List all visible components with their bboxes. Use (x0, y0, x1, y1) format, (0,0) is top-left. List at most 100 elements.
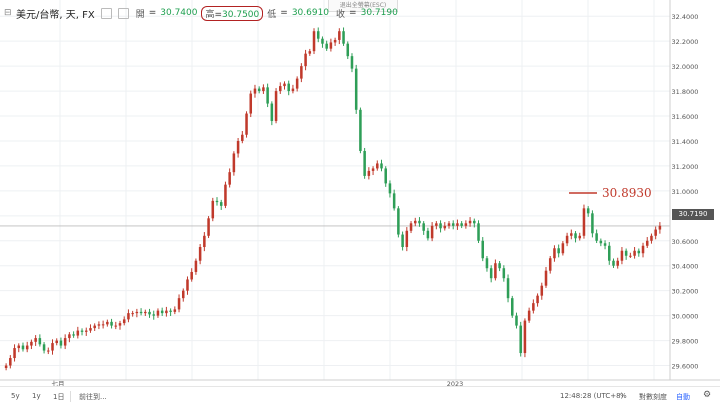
y-tick-label: 32.0000 (672, 63, 699, 71)
range-1d-button[interactable]: 1日 (53, 393, 65, 401)
candle-body (540, 285, 544, 296)
candle-body (232, 153, 236, 173)
candle-body (418, 220, 421, 224)
candle-body (207, 218, 210, 236)
candle-body (460, 223, 463, 226)
candle-body (481, 240, 485, 259)
candle-body (156, 310, 160, 316)
candle-body (287, 83, 290, 92)
y-tick-label: 30.6000 (672, 238, 699, 246)
candle-body (127, 313, 130, 320)
candle-body (249, 93, 253, 114)
collapse-icon[interactable]: ⊟ (4, 8, 12, 18)
close-equals: = (349, 8, 357, 18)
candle-body (329, 42, 333, 49)
candle-body (55, 340, 58, 344)
high-label: 高 (205, 9, 215, 20)
candle-body (17, 345, 21, 349)
goto-date-button[interactable]: 前往到... (79, 393, 107, 401)
candle-body (477, 223, 480, 241)
candle-body (342, 31, 345, 44)
candle-body (38, 338, 42, 345)
open-label: 開 (135, 9, 145, 20)
candle-body (544, 270, 548, 286)
exit-fullscreen-button[interactable]: 退出全螢幕(ESC) (328, 0, 398, 12)
candle-body (435, 223, 438, 226)
log-scale-button[interactable]: 對數刻度 (639, 393, 667, 401)
candle-body (586, 208, 590, 214)
candle-body (76, 330, 80, 336)
candle-body (181, 290, 185, 299)
chart-legend-header: ⊟ 美元/台幣, 天, FX 開 = 30.7400 高=30.7500 低 = 30.… (4, 5, 398, 21)
candle-body (51, 343, 54, 351)
y-tick-label: 31.8000 (672, 88, 699, 96)
candlestick-chart[interactable]: 29.6000 29.8000 30.0000 30.2000 30.4000 30.60… (0, 0, 720, 386)
candle-body (570, 233, 573, 236)
open-value: 30.7400 (160, 8, 198, 18)
candle-body (135, 311, 139, 314)
candle-body (574, 233, 577, 239)
y-tick-label: 31.4000 (672, 138, 699, 146)
candle-body (645, 240, 649, 246)
candle-body (245, 113, 248, 135)
gear-icon[interactable]: ⚙ (703, 390, 712, 400)
settings-toggle-icon[interactable] (100, 7, 112, 19)
high-highlight: 高=30.7500 (201, 5, 264, 21)
candle-body (494, 263, 497, 279)
candle-body (144, 311, 147, 314)
candle-body (603, 243, 607, 246)
candle-body (498, 263, 501, 269)
symbol-title[interactable]: 美元/台幣, 天, FX (16, 9, 95, 21)
open-equals: = (148, 8, 157, 18)
candle-body (253, 88, 257, 94)
candle-body (506, 278, 510, 299)
candle-body (473, 220, 476, 224)
auto-scale-button[interactable]: 自動 (676, 393, 690, 401)
candle-body (228, 172, 231, 185)
range-5y-button[interactable]: 5y (11, 392, 20, 400)
candle-body (169, 310, 172, 312)
candle-body (426, 230, 430, 239)
candle-body (165, 310, 168, 314)
candle-body (283, 83, 286, 87)
compare-toggle-icon[interactable] (117, 7, 129, 19)
candle-body (582, 208, 586, 236)
candle-body (527, 310, 531, 321)
candle-body (215, 200, 219, 203)
candle-body (371, 168, 375, 171)
candle-body (114, 325, 118, 327)
candle-body (89, 328, 92, 331)
candle-body (392, 193, 396, 209)
candle-body (59, 340, 63, 346)
candle-body (257, 88, 261, 92)
candle-body (279, 86, 282, 92)
y-tick-label: 31.0000 (672, 188, 699, 196)
candle-body (190, 271, 193, 280)
candle-body (346, 43, 350, 57)
candle-body (291, 88, 295, 92)
candle-body (122, 319, 126, 324)
candle-body (633, 250, 636, 256)
candle-body (350, 56, 354, 69)
candle-body (211, 200, 215, 219)
candle-body (186, 279, 189, 291)
candle-body (654, 229, 657, 236)
candle-body (316, 31, 320, 39)
candle-body (388, 183, 392, 194)
candle-body (367, 170, 371, 176)
candle-body (561, 243, 565, 254)
range-1y-button[interactable]: 1y (32, 392, 41, 400)
low-label: 低 (267, 9, 277, 20)
candle-body (456, 223, 459, 226)
candle-body (464, 223, 468, 226)
candle-body (629, 255, 632, 257)
candle-body (34, 338, 37, 342)
y-tick-label: 29.8000 (672, 338, 699, 346)
x-tick-label: 2023 (447, 380, 464, 386)
candle-body (422, 223, 425, 231)
candle-body (295, 78, 299, 89)
percent-scale-button[interactable]: % (620, 392, 627, 400)
candle-body (106, 321, 109, 325)
candle-body (152, 314, 156, 316)
candle-body (101, 324, 105, 326)
